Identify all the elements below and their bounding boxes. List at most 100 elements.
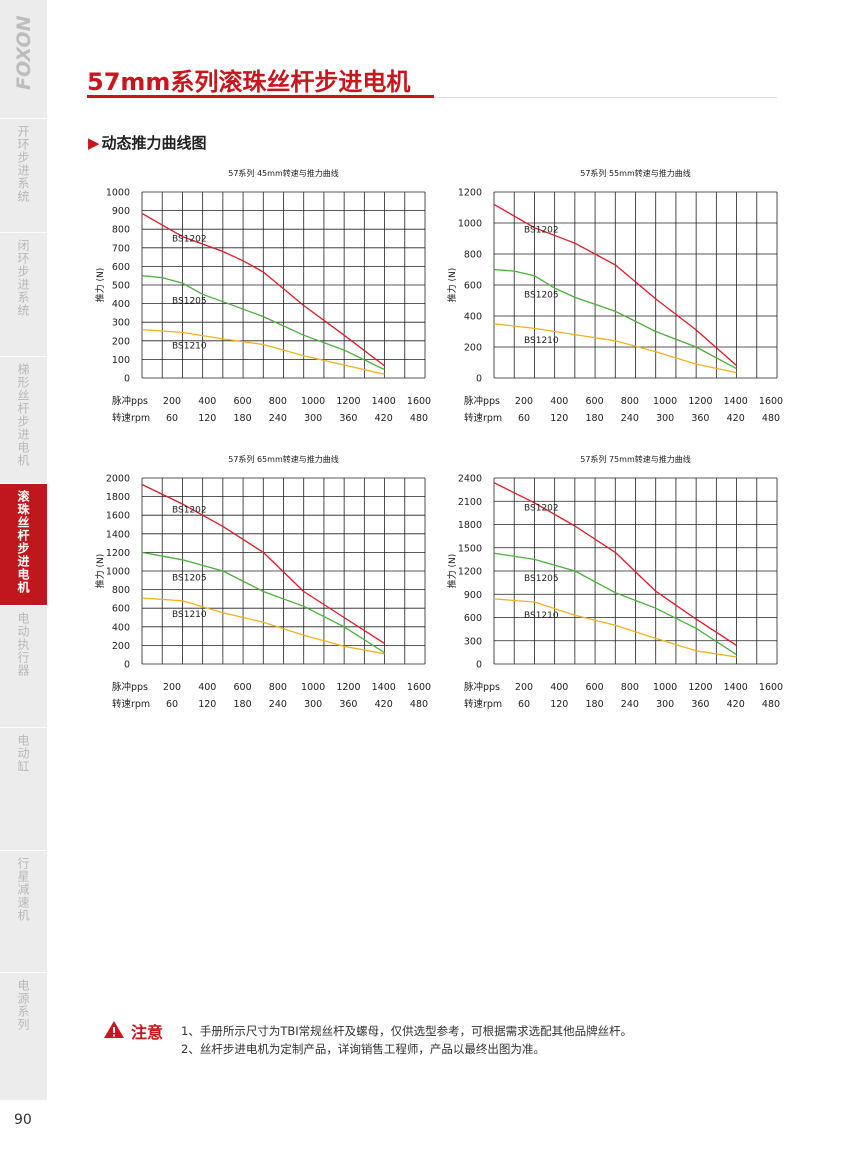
x-tick-label: 420 [727, 699, 745, 710]
chart-svg: 57系列 75mm转速与推力曲线 0 300 600 900 1200 1500 1800 21… [446, 454, 783, 710]
y-tick-label: 1800 [458, 520, 482, 531]
chart-svg: 57系列 65mm转速与推力曲线 0 200 400 600 800 1000 1200 140… [94, 454, 431, 710]
x-tick-label: 360 [691, 699, 709, 710]
chart-75mm: 57系列 75mm转速与推力曲线 0 300 600 900 1200 1500 1800 21… [440, 448, 830, 718]
y-axis-label: 推力 (N) [94, 554, 106, 589]
x-tick-label: 600 [586, 396, 604, 407]
y-tick-label: 900 [112, 206, 130, 217]
x-tick-label: 180 [586, 413, 604, 424]
x-tick-label: 400 [198, 682, 216, 693]
x-tick-label: 1200 [336, 682, 360, 693]
y-tick-label: 200 [112, 336, 130, 347]
x-row2-label: 转速rpm [464, 412, 502, 424]
sidebar-item[interactable]: 闭环步进系统 [0, 232, 47, 356]
x-tick-label: 1400 [724, 396, 748, 407]
y-tick-label: 600 [464, 281, 482, 292]
y-tick-label: 0 [124, 660, 130, 671]
series-label-bs1210: BS1210 [172, 342, 207, 352]
x-tick-label: 240 [621, 699, 639, 710]
series-line-bs1205 [141, 551, 385, 654]
y-tick-label: 600 [112, 262, 130, 273]
chart-title: 57系列 45mm转速与推力曲线 [228, 168, 339, 178]
y-tick-label: 0 [476, 660, 482, 671]
series-label-bs1202: BS1202 [172, 506, 207, 516]
y-tick-label: 1600 [106, 511, 130, 522]
x-tick-label: 1600 [759, 396, 783, 407]
x-tick-label: 240 [269, 413, 287, 424]
x-tick-label: 300 [304, 699, 322, 710]
series-line-bs1205 [493, 552, 737, 656]
x-tick-label: 1400 [724, 682, 748, 693]
series-line-bs1210 [493, 598, 737, 658]
x-tick-label: 1400 [372, 396, 396, 407]
brand-logo-text: FOXON [13, 15, 35, 90]
x-row2-label: 转速rpm [112, 412, 150, 424]
x-row2-label: 转速rpm [112, 698, 150, 710]
y-axis-label: 推力 (N) [94, 268, 106, 303]
y-tick-label: 700 [112, 243, 130, 254]
x-tick-label: 60 [518, 699, 530, 710]
chart-65mm: 57系列 65mm转速与推力曲线 0 200 400 600 800 1000 1200 140… [88, 448, 478, 718]
y-tick-label: 0 [476, 374, 482, 385]
sidebar-item-label: 行星减速机 [16, 857, 30, 922]
x-tick-label: 600 [586, 682, 604, 693]
x-row2-label: 转速rpm [464, 698, 502, 710]
chart-title: 57系列 55mm转速与推力曲线 [580, 168, 691, 178]
x-row1-label: 脉冲pps [112, 681, 148, 693]
x-tick-label: 420 [375, 413, 393, 424]
series-label-bs1205: BS1205 [172, 297, 207, 307]
y-tick-label: 2400 [458, 474, 482, 485]
sidebar-item[interactable]: 开环步进系统 [0, 118, 47, 232]
x-tick-label: 420 [375, 699, 393, 710]
y-tick-label: 600 [112, 604, 130, 615]
x-row1-label: 脉冲pps [464, 681, 500, 693]
sidebar-item-label: 开环步进系统 [16, 125, 30, 203]
sidebar-item[interactable]: 梯形丝杆步进电机 [0, 356, 47, 483]
y-tick-label: 800 [112, 225, 130, 236]
x-tick-label: 200 [515, 682, 533, 693]
chart-55mm: 57系列 55mm转速与推力曲线 0 200 400 600 800 1000 1200 推力 … [440, 162, 830, 432]
x-tick-label: 420 [727, 413, 745, 424]
x-tick-label: 800 [621, 682, 639, 693]
x-tick-label: 360 [339, 413, 357, 424]
x-tick-label: 400 [550, 682, 568, 693]
x-tick-label: 200 [515, 396, 533, 407]
warning-icon [104, 1021, 124, 1038]
chart-svg: 57系列 45mm转速与推力曲线 0 100 200 300 400 500 600 700 80… [94, 168, 431, 424]
x-tick-label: 600 [234, 682, 252, 693]
series-line-bs1202 [141, 483, 385, 645]
x-tick-label: 60 [166, 413, 178, 424]
x-tick-label: 1600 [407, 682, 431, 693]
sidebar-item[interactable]: 电动缸 [0, 727, 47, 850]
y-axis-label: 推力 (N) [446, 268, 458, 303]
y-tick-label: 100 [112, 355, 130, 366]
series-line-bs1205 [493, 268, 737, 370]
sidebar-item[interactable]: 电源系列 [0, 972, 47, 1100]
sidebar-item[interactable]: 滚珠丝杆步进电机 [0, 483, 47, 605]
series-line-bs1202 [141, 212, 385, 367]
x-tick-label: 200 [163, 682, 181, 693]
x-tick-label: 200 [163, 396, 181, 407]
title-underline [87, 95, 434, 98]
x-tick-label: 60 [166, 699, 178, 710]
y-tick-label: 2000 [106, 474, 130, 485]
notice-line-1: 1、手册所示尺寸为TBI常规丝杆及螺母，仅供选型参考，可根据需求选配其他品牌丝杆… [181, 1024, 633, 1038]
x-tick-label: 600 [234, 396, 252, 407]
y-tick-label: 800 [464, 250, 482, 261]
x-tick-label: 1000 [653, 396, 677, 407]
sidebar-item-label: 滚珠丝杆步进电机 [16, 490, 30, 594]
x-tick-label: 480 [410, 413, 428, 424]
x-tick-label: 180 [234, 413, 252, 424]
sidebar-item[interactable]: 电动执行器 [0, 605, 47, 727]
section-heading: ▶ 动态推力曲线图 [88, 132, 207, 153]
y-tick-label: 2100 [458, 497, 482, 508]
x-tick-label: 480 [410, 699, 428, 710]
y-tick-label: 1200 [458, 188, 482, 199]
sidebar-item[interactable]: 行星减速机 [0, 850, 47, 972]
x-tick-label: 180 [586, 699, 604, 710]
sidebar-item-label: 闭环步进系统 [16, 239, 30, 317]
series-label-bs1202: BS1202 [172, 234, 207, 244]
series-line-bs1202 [493, 482, 737, 646]
y-tick-label: 800 [112, 585, 130, 596]
x-tick-label: 1600 [759, 682, 783, 693]
